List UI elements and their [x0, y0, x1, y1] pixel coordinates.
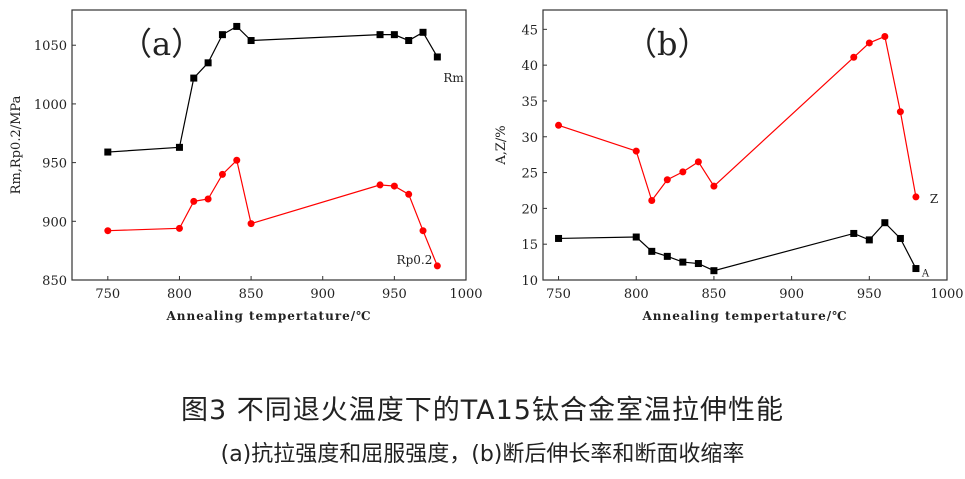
series-label-Rm: Rm: [443, 71, 464, 85]
data-point-Rp0.2: [405, 190, 413, 198]
figure-caption-title: 图3 不同退火温度下的TA15钛合金室温拉伸性能: [181, 395, 784, 426]
y-axis-label: A,Z/%: [494, 125, 509, 165]
x-tick-label: 950: [857, 287, 882, 302]
data-point-Z: [679, 168, 687, 176]
x-tick-label: 800: [624, 287, 649, 302]
y-tick-label: 10: [521, 274, 538, 289]
data-point-A: [865, 236, 873, 244]
x-tick-label: 1000: [449, 287, 482, 302]
y-tick-label: 15: [521, 238, 538, 253]
y-tick-label: 1000: [34, 98, 67, 113]
plot-frame: [542, 9, 948, 281]
data-point-Z: [865, 39, 873, 47]
data-point-A: [555, 234, 563, 242]
data-point-A: [663, 252, 671, 260]
data-point-Rp0.2: [376, 181, 384, 189]
series-line-Rp0.2: [107, 159, 438, 267]
data-point-Rp0.2: [233, 156, 241, 164]
x-tick-label: 750: [95, 287, 120, 302]
chart-panel-0: 750 800 850 900 950 1000 850 900 950 1000 1050 Anne…: [9, 9, 483, 323]
series-line-A: [558, 221, 917, 272]
data-point-A: [710, 267, 718, 275]
data-point-Z: [710, 182, 718, 190]
data-point-Rm: [218, 31, 226, 39]
x-tick-label: 1000: [930, 287, 963, 302]
data-point-Rm: [233, 22, 241, 30]
data-point-Rm: [390, 31, 398, 39]
plot-frame: [71, 9, 467, 281]
data-point-Rm: [419, 28, 427, 36]
y-tick-label: 950: [42, 157, 67, 172]
series-label-Z: Z: [930, 192, 938, 206]
data-point-Z: [632, 147, 640, 155]
data-point-Z: [881, 32, 889, 40]
chart-panel-1: 750 800 850 900 950 1000 10 15 20 25 30 35 40 45 Annea…: [494, 9, 964, 323]
y-tick-label: 30: [521, 131, 538, 146]
data-point-Rm: [175, 143, 183, 151]
figure-caption-subtitle: (a)抗拉强度和屈服强度，(b)断后伸长率和断面收缩率: [220, 442, 745, 467]
y-tick-label: 1050: [34, 39, 67, 54]
x-axis-label: Annealing tempertature/℃: [165, 309, 371, 323]
data-point-Z: [896, 108, 904, 116]
x-tick-label: 900: [310, 287, 335, 302]
data-point-A: [632, 233, 640, 241]
y-tick-label: 45: [521, 23, 538, 38]
y-tick-label: 35: [521, 95, 538, 110]
data-point-A: [896, 234, 904, 242]
y-tick-label: 20: [521, 202, 538, 217]
y-tick-label: 40: [521, 59, 538, 74]
series-label-A: A: [921, 269, 930, 280]
x-tick-label: 900: [779, 287, 804, 302]
data-point-Z: [912, 193, 920, 201]
data-point-Rp0.2: [204, 195, 212, 203]
data-point-Rm: [204, 59, 212, 67]
data-point-A: [679, 258, 687, 266]
y-tick-label: 900: [42, 215, 67, 230]
data-point-Rp0.2: [104, 227, 112, 235]
y-tick-label: 850: [42, 274, 67, 289]
data-point-Z: [694, 158, 702, 166]
data-point-Rp0.2: [190, 197, 198, 205]
y-axis-label: Rm,Rp0.2/MPa: [9, 95, 24, 194]
x-tick-label: 950: [382, 287, 407, 302]
data-point-Rm: [433, 53, 441, 61]
series-label-Rp0.2: Rp0.2: [397, 253, 433, 267]
data-point-Rp0.2: [247, 220, 255, 228]
data-point-Z: [555, 121, 563, 129]
y-tick-label: 25: [521, 167, 538, 182]
data-point-Rp0.2: [433, 262, 441, 270]
data-point-Z: [663, 176, 671, 184]
x-tick-label: 800: [167, 287, 192, 302]
data-point-Rm: [376, 31, 384, 39]
data-point-Rm: [247, 37, 255, 45]
x-tick-label: 750: [546, 287, 571, 302]
x-axis-label: Annealing tempertature/℃: [641, 309, 847, 323]
data-point-A: [648, 247, 656, 255]
series-line-Z: [558, 35, 917, 202]
data-point-Z: [850, 53, 858, 61]
data-point-Rm: [190, 74, 198, 82]
data-point-A: [912, 265, 920, 273]
data-point-Rm: [104, 148, 112, 156]
data-point-Rp0.2: [218, 170, 226, 178]
data-point-A: [694, 260, 702, 268]
data-point-Z: [648, 197, 656, 205]
data-point-A: [850, 229, 858, 237]
data-point-Rp0.2: [419, 227, 427, 235]
panel-label: （a）: [120, 25, 203, 63]
data-point-Rp0.2: [175, 224, 183, 232]
x-tick-label: 850: [239, 287, 264, 302]
panel-label: （b）: [625, 25, 710, 63]
data-point-Rp0.2: [390, 182, 398, 190]
data-point-A: [881, 219, 889, 227]
x-tick-label: 850: [702, 287, 727, 302]
data-point-Rm: [405, 37, 413, 45]
